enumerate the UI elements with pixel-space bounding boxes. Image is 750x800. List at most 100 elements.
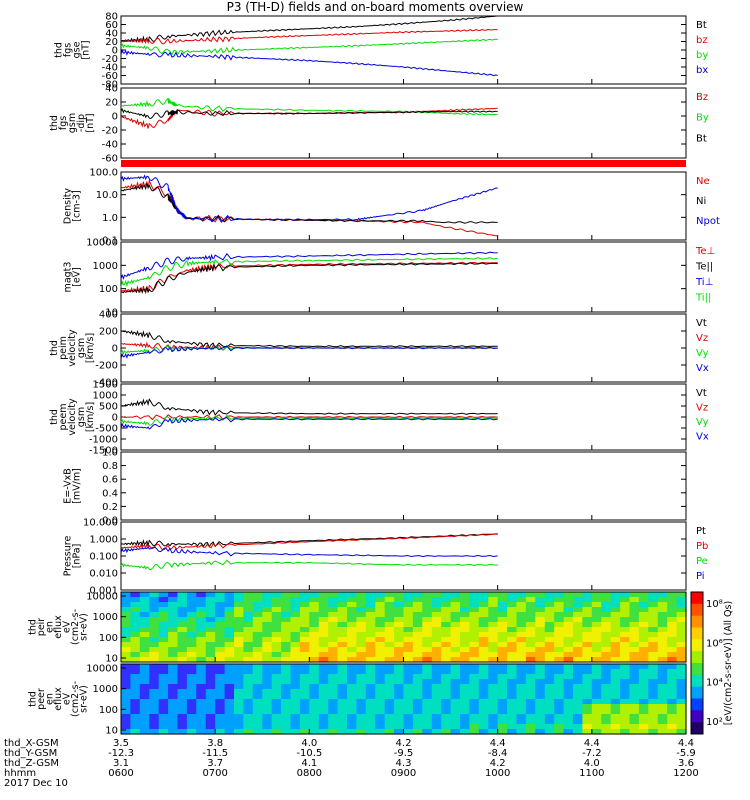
spectro-cell [196,647,207,653]
spectro-cell [215,709,226,715]
spectro-cell [290,632,301,638]
spectro-cell [177,647,188,653]
spectro-cell [224,719,235,725]
spectro-cell [422,724,433,730]
spectro-cell [648,724,659,730]
spectro-cell [554,674,565,680]
spectro-cell [205,607,216,613]
spectro-cell [281,602,292,608]
spectro-cell [497,622,508,628]
spectro-cell [469,612,480,618]
spectro-cell [422,647,433,653]
spectro-cell [384,607,395,613]
spectro-cell [186,647,197,653]
spectro-cell [582,689,593,695]
spectro-cell [554,607,565,613]
spectro-cell [403,729,414,735]
spectro-cell [252,617,263,623]
spectro-cell [205,714,216,720]
spectro-cell [648,602,659,608]
legend-label: Bt [696,133,707,144]
spectro-cell [667,704,678,710]
ytick-label: 0.100 [89,552,118,563]
legend-label: Vx [696,363,709,374]
spectro-cell [563,719,574,725]
spectro-cell [591,602,602,608]
spectro-cell [497,664,508,670]
spectro-cell [309,724,320,730]
ylabel: magt3[eV] [63,262,83,293]
spectro-cell [356,627,367,633]
spectro-cell [535,602,546,608]
spectro-cell [403,669,414,675]
spectro-cell [544,689,555,695]
spectro-cell [422,684,433,690]
spectro-cell [573,627,583,633]
spectro-cell [299,632,310,638]
spectro-cell [629,694,640,700]
spectro-cell [281,704,292,710]
spectro-cell [318,679,329,685]
spectro-cell [252,607,263,613]
spectro-cell [365,664,376,670]
spectro-cell [299,674,310,680]
spectro-cell [290,637,301,643]
spectro-cell [507,724,518,730]
spectro-cell [347,689,357,695]
spectro-cell [394,694,405,700]
spectro-cell [347,657,357,663]
spectro-cell [516,729,527,735]
spectro-cell [243,669,254,675]
spectro-cell [177,607,188,613]
series-line-Pi [120,546,498,558]
spectro-cell [638,592,649,598]
spectro-cell [309,694,320,700]
spectro-cell [544,592,555,598]
spectro-cell [601,647,612,653]
spectro-cell [610,617,621,623]
spectro-cell [365,684,376,690]
spectro-cell [224,592,235,598]
spectro-cell [356,657,367,663]
spectro-cell [676,642,687,648]
spectro-cell [469,632,480,638]
spectro-cell [591,607,602,613]
spectro-cell [657,592,668,598]
spectro-cell [554,597,565,603]
spectro-cell [629,664,640,670]
spectro-cell [318,719,329,725]
spectro-cell [450,597,461,603]
spectro-cell [431,699,442,705]
spectro-cell [365,679,376,685]
series-line-Vt [120,398,498,416]
spectro-cell [394,612,405,618]
spectro-cell [412,607,423,613]
spectro-cell [177,694,188,700]
spectro-cell [516,622,527,628]
spectro-cell [347,642,357,648]
spectro-cell [158,704,169,710]
spectro-cell [525,674,536,680]
spectro-cell [177,592,188,598]
spectro-cell [290,699,301,705]
series-line-Vx [120,345,498,359]
spectro-cell [629,689,640,695]
spectro-cell [676,652,687,658]
spectro-cell [638,699,649,705]
spectro-cell [121,714,131,720]
spectro-cell [403,632,414,638]
spectro-cell [497,612,508,618]
spectro-cell [422,622,433,628]
spectro-cell [648,592,659,598]
spectro-cell [290,704,301,710]
spectro-cell [535,709,546,715]
spectro-cell [318,714,329,720]
orbit-value: 3.7 [207,758,223,769]
spectro-cell [422,657,433,663]
spectro-cell [205,592,216,598]
spectro-cell [441,674,452,680]
spectro-cell [488,642,499,648]
spectro-cell [516,637,527,643]
spectro-cell [168,592,179,598]
spectro-cell [281,652,292,658]
